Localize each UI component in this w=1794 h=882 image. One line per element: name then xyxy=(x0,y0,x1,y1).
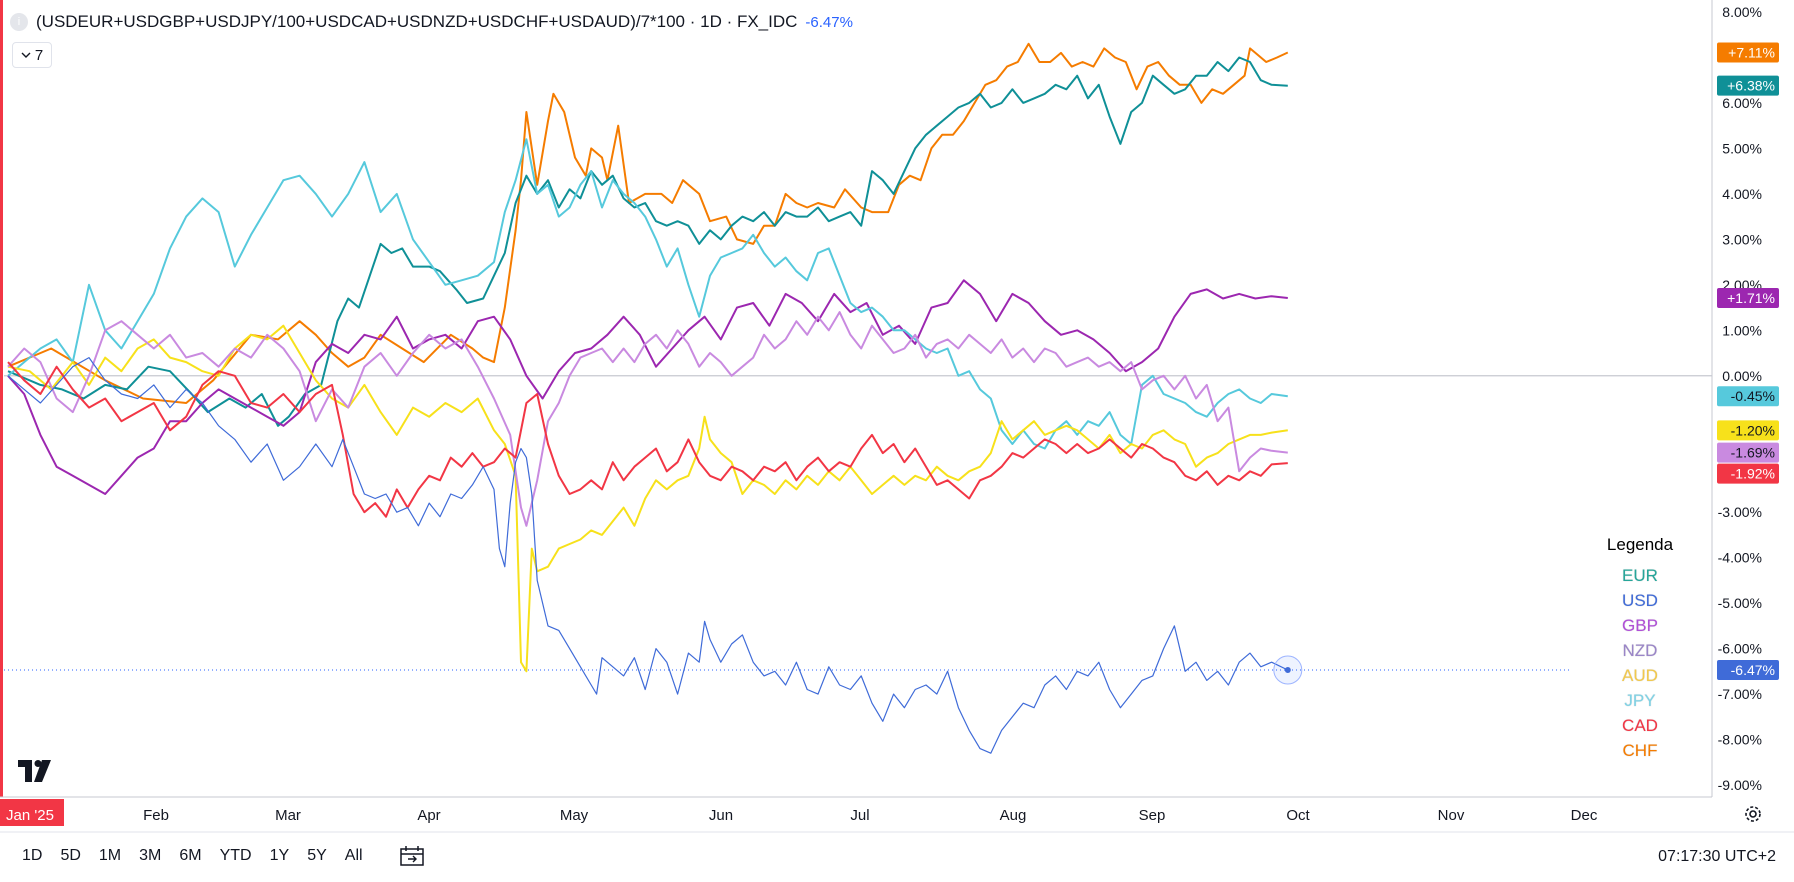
timeframe-button-1y[interactable]: 1Y xyxy=(269,847,290,864)
timeframe-button-ytd[interactable]: YTD xyxy=(219,847,252,864)
x-tick-label: Sep xyxy=(1139,807,1166,824)
series-line xyxy=(7,56,1288,427)
last-value-badge xyxy=(1717,442,1779,463)
x-tick-label: Mar xyxy=(275,807,301,824)
series-line xyxy=(7,361,1288,518)
series-line xyxy=(7,42,1289,404)
legend-title: Legenda xyxy=(1606,535,1674,554)
timeframe-buttons: 1D 5D 1M 3M 6M YTD 1Y 5Y All xyxy=(14,845,371,867)
y-tick-label: -4.00% xyxy=(1718,550,1762,566)
x-tick-label: Aug xyxy=(1000,807,1027,824)
indicators-toggle-button[interactable]: 7 xyxy=(12,42,52,68)
clock-timezone[interactable]: 07:17:30 UTC+2 xyxy=(1658,848,1776,865)
legend-item-aud: AUD xyxy=(1622,666,1658,685)
timeframe-button-6m[interactable]: 6M xyxy=(179,847,202,864)
calendar-range-icon xyxy=(399,846,424,866)
last-value-label: -1.20% xyxy=(1731,422,1775,438)
y-tick-label: -3.00% xyxy=(1718,504,1762,520)
y-tick-label: -7.00% xyxy=(1718,686,1762,702)
x-tick-label: Jan '25 xyxy=(6,807,54,824)
legend-items: EUR USD GBP NZD AUD JPY CAD CHF xyxy=(1595,563,1685,763)
y-tick-label: -5.00% xyxy=(1718,595,1762,611)
timeframe-bar: 1D 5D 1M 3M 6M YTD 1Y 5Y All xyxy=(14,845,425,867)
current-point xyxy=(1284,666,1291,673)
x-tick-label: Oct xyxy=(1286,807,1310,824)
settings-gear-icon[interactable] xyxy=(1743,804,1763,829)
legend-item-usd: USD xyxy=(1622,591,1658,610)
series-line xyxy=(7,324,1288,673)
y-tick-label: 5.00% xyxy=(1722,140,1762,156)
y-tick-label: -6.00% xyxy=(1718,641,1762,657)
last-value-label: +7.11% xyxy=(1728,44,1775,60)
last-value-badge xyxy=(1717,288,1779,309)
timeframe-button-5y[interactable]: 5Y xyxy=(307,847,327,864)
y-tick-label: 4.00% xyxy=(1722,186,1762,202)
last-value-badge xyxy=(1717,42,1779,63)
timeframe-button-5d[interactable]: 5D xyxy=(60,847,81,864)
last-value-label: -0.45% xyxy=(1731,388,1775,404)
x-tick-label: Jul xyxy=(850,807,869,824)
legend-item-eur: EUR xyxy=(1622,566,1658,585)
y-tick-label: -9.00% xyxy=(1718,777,1762,793)
last-value-label: +6.38% xyxy=(1727,78,1775,94)
y-tick-label: 0.00% xyxy=(1722,368,1762,384)
legend: Legenda EUR USD GBP NZD AUD JPY CAD CHF xyxy=(1595,535,1685,763)
series-line xyxy=(7,138,1288,450)
series-line xyxy=(7,357,1289,754)
y-tick-label: 3.00% xyxy=(1722,231,1762,247)
legend-item-nzd: NZD xyxy=(1622,641,1658,660)
x-tick-label: Apr xyxy=(417,807,440,824)
last-value-badge xyxy=(1717,75,1779,96)
timeframe-button-3m[interactable]: 3M xyxy=(139,847,162,864)
chart-change-value: -6.47% xyxy=(805,13,853,31)
timeframe-button-1d[interactable]: 1D xyxy=(22,847,43,864)
y-tick-label: -8.00% xyxy=(1718,732,1762,748)
series-line xyxy=(7,311,1288,527)
legend-item-chf: CHF xyxy=(1622,741,1658,760)
last-value-label: -1.92% xyxy=(1731,466,1775,482)
x-tick-label: Jun xyxy=(709,807,733,824)
series-line xyxy=(7,279,1288,495)
y-tick-label: 1.00% xyxy=(1722,322,1762,338)
y-tick-label: 8.00% xyxy=(1722,4,1762,20)
timeframe-button-1m[interactable]: 1M xyxy=(98,847,122,864)
last-value-label: -6.47% xyxy=(1731,662,1775,678)
date-range-button[interactable] xyxy=(399,845,425,867)
legend-item-jpy: JPY xyxy=(1624,691,1656,710)
last-value-label: +1.71% xyxy=(1727,290,1775,306)
last-value-badge xyxy=(1717,420,1779,441)
last-value-badge xyxy=(1717,463,1779,484)
last-value-badge xyxy=(1717,386,1779,407)
chart-title-bar: i (USDEUR+USDGBP+USDJPY/100+USDCAD+USDNZ… xyxy=(10,12,853,32)
legend-item-cad: CAD xyxy=(1622,716,1658,735)
legend-item-gbp: GBP xyxy=(1622,616,1658,635)
x-tick-highlight xyxy=(0,799,64,826)
timeframe-button-all[interactable]: All xyxy=(344,847,363,864)
x-tick-label: Feb xyxy=(143,807,169,824)
y-tick-label: 6.00% xyxy=(1722,95,1762,111)
symbol-logo-icon: i xyxy=(10,13,28,31)
x-tick-label: May xyxy=(560,807,589,824)
chart-title: (USDEUR+USDGBP+USDJPY/100+USDCAD+USDNZD+… xyxy=(36,12,798,31)
x-tick-label: Nov xyxy=(1438,807,1465,824)
last-value-label: -1.69% xyxy=(1731,445,1775,461)
indicators-count: 7 xyxy=(34,46,44,64)
chevron-down-icon xyxy=(21,52,31,58)
last-value-badge xyxy=(1717,659,1779,680)
tradingview-logo-icon[interactable] xyxy=(18,760,56,787)
x-tick-label: Dec xyxy=(1571,807,1598,824)
